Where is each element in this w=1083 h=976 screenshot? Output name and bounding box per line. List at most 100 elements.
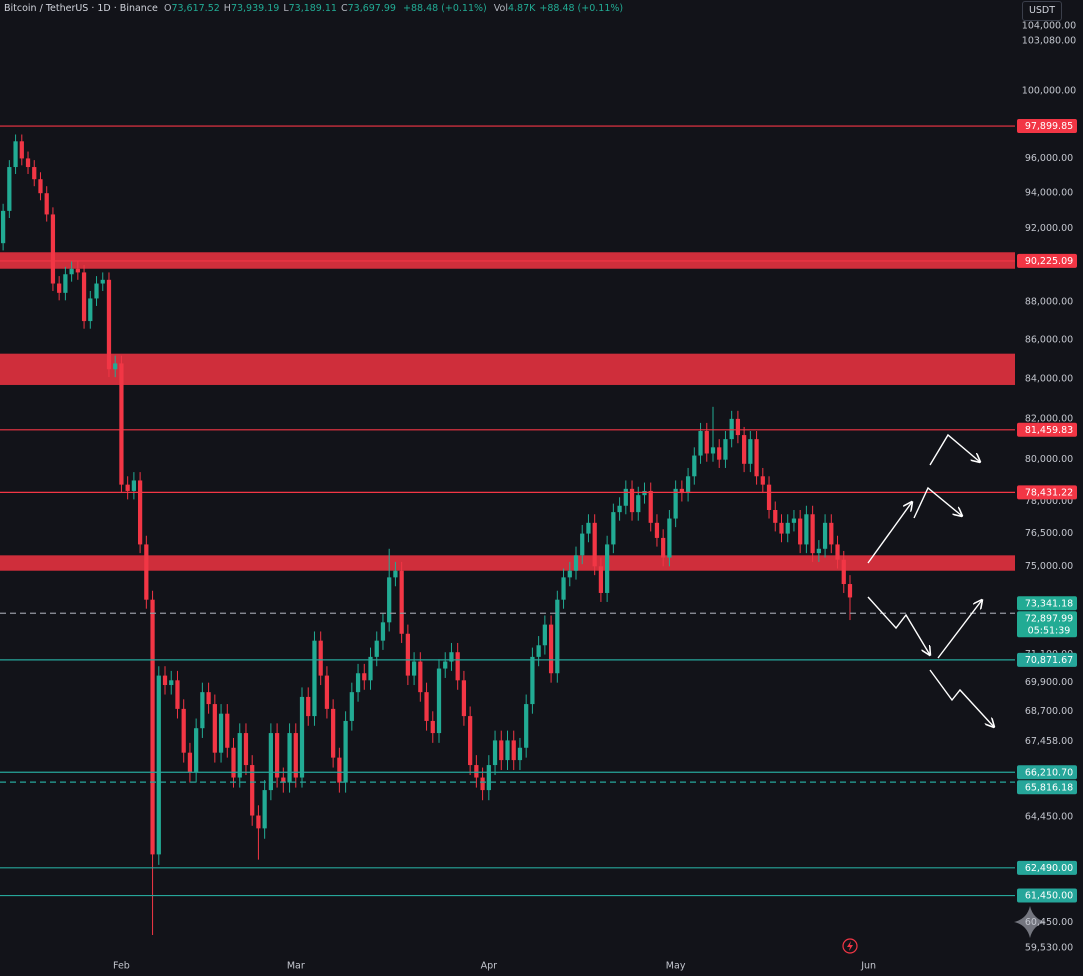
candle-body <box>648 490 653 523</box>
candle-body <box>798 518 803 545</box>
candle-body <box>841 559 846 585</box>
projection-arrows <box>867 433 994 727</box>
price-label: 62,490.00 <box>1025 863 1073 874</box>
ohlc-value: 73,617.52 <box>171 3 220 14</box>
price-label-box <box>1017 485 1077 500</box>
candle-body <box>847 584 853 598</box>
ohlc-value: 73,189.11 <box>288 3 337 14</box>
candle-body <box>187 752 193 773</box>
candle-body <box>536 645 541 657</box>
candle-body <box>250 765 255 816</box>
candle-body <box>362 673 367 681</box>
candle-body <box>829 522 834 545</box>
candle-body <box>106 279 112 370</box>
candle-body <box>555 599 560 674</box>
candle-body <box>212 704 217 753</box>
candle-body <box>623 488 628 506</box>
y-tick-label: 64,450.00 <box>1025 811 1073 822</box>
candle-body <box>573 555 579 571</box>
candle-body <box>144 544 149 600</box>
candle-body <box>524 704 529 748</box>
candle-body <box>567 570 572 578</box>
candle-body <box>368 656 373 681</box>
candle-body <box>592 522 597 567</box>
candle-body <box>387 577 392 623</box>
countdown: 05:51:39 <box>1028 625 1071 636</box>
candle-body <box>200 692 205 729</box>
candle-body <box>430 720 435 734</box>
candle-body <box>63 274 68 293</box>
candle-body <box>779 522 784 534</box>
candle-body <box>393 570 398 578</box>
candle-body <box>38 179 43 194</box>
candle-body <box>299 696 305 778</box>
candle-body <box>611 512 616 545</box>
x-tick-label: May <box>666 961 686 972</box>
candle-body <box>685 476 691 494</box>
candle-body <box>791 518 797 523</box>
candle-body <box>243 733 249 766</box>
volume-change: +88.48 (+0.11%) <box>539 3 624 14</box>
candle-body <box>337 757 342 783</box>
ohlc-value: 73,697.99 <box>347 3 396 14</box>
candle-body <box>723 439 728 460</box>
candle-body <box>0 210 6 244</box>
y-tick-label: 94,000.00 <box>1025 188 1073 199</box>
candle-body <box>281 777 286 783</box>
candle-body <box>542 624 547 646</box>
candle-body <box>399 570 404 634</box>
candle-body <box>137 480 143 545</box>
candle-body <box>605 544 610 593</box>
candle-body <box>411 661 417 676</box>
change: +88.48 (+0.11%) <box>403 3 487 14</box>
candle-body <box>499 740 504 761</box>
candle-body <box>405 633 410 676</box>
candle-body <box>617 505 622 513</box>
candle-body <box>654 522 660 538</box>
volume-key: Vol <box>493 3 508 14</box>
candle-body <box>293 733 298 778</box>
symbol: Bitcoin / TetherUS · 1D · Binance <box>4 3 158 14</box>
currency-button[interactable]: USDT <box>1022 1 1062 21</box>
candle-body <box>100 279 105 284</box>
y-tick-label: 103,080.00 <box>1022 35 1076 46</box>
ohlc: O73,617.52 H73,939.19 L73,189.11 C73,697.99 <box>164 3 400 14</box>
candle-body <box>355 673 361 693</box>
candle-body <box>113 363 118 370</box>
candle-body <box>225 713 230 748</box>
candle-body <box>810 514 815 554</box>
candle-body <box>175 680 180 709</box>
price-labels: 97,899.85 90,225.09 81,459.83 78,431.22 73,3… <box>1017 119 1077 903</box>
zone <box>0 353 1015 385</box>
price-label-box <box>1017 119 1077 134</box>
candle-body <box>822 522 828 549</box>
candle-body <box>561 577 566 600</box>
candle-body <box>231 747 236 778</box>
candle-body <box>206 692 211 705</box>
ohlc-key: O <box>163 3 172 14</box>
time-axis: Feb Mar Apr May Jun <box>113 961 876 972</box>
candle-body <box>44 193 49 215</box>
candle-body <box>492 740 498 766</box>
price-label: 97,899.85 <box>1025 121 1073 132</box>
candle-body <box>380 622 386 641</box>
candle-body <box>667 518 672 558</box>
price-label: 81,459.83 <box>1025 425 1073 436</box>
candle-body <box>773 510 778 523</box>
volume-value: 4.87K <box>507 3 536 14</box>
price-label-box <box>1017 780 1077 795</box>
price-label-box <box>1017 422 1077 437</box>
candle-body <box>468 716 473 766</box>
ohlc-key: L <box>283 3 289 14</box>
candle-body <box>517 747 523 761</box>
candle-body <box>804 514 809 545</box>
candle-body <box>150 599 155 855</box>
candle-body <box>692 455 697 477</box>
sparkle-icon <box>1014 906 1046 938</box>
price-label-box <box>1017 596 1077 611</box>
candle-body <box>162 675 168 686</box>
candle-body <box>580 533 585 556</box>
candle-body <box>57 283 62 293</box>
